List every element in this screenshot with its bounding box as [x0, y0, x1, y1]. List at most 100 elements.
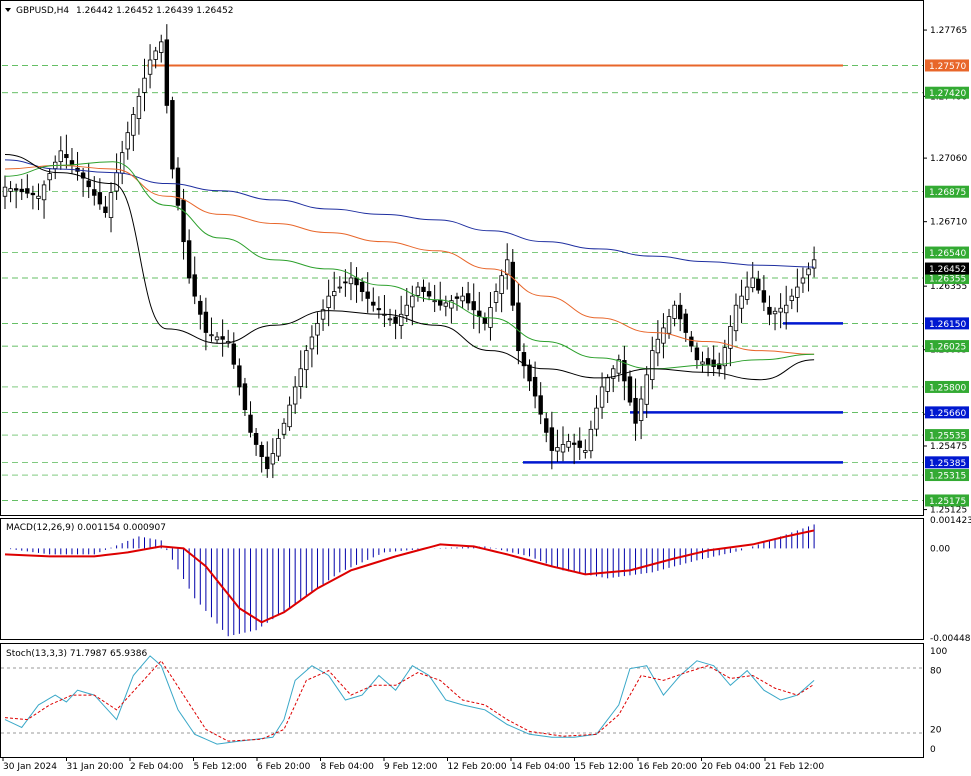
candle	[292, 376, 298, 414]
candle-body-bull	[583, 450, 588, 453]
candle	[655, 320, 661, 367]
candle	[103, 195, 108, 218]
candle-body-bull	[432, 300, 437, 303]
candle-body-bull	[733, 304, 739, 332]
ma-fast-line	[4, 153, 815, 381]
candle-body-bear	[92, 189, 97, 196]
candle	[371, 287, 376, 312]
candle	[722, 339, 728, 380]
candle	[761, 275, 767, 312]
candle	[521, 343, 527, 379]
candle-body-bear	[69, 160, 75, 165]
candle-body-bear	[242, 383, 248, 411]
candle-body-bear	[622, 360, 627, 382]
candle	[460, 286, 465, 309]
candle	[594, 395, 599, 437]
stoch-tick-label: 100	[930, 647, 947, 657]
level-tag-bg	[925, 380, 969, 393]
candle-body-bull	[298, 368, 303, 387]
candle	[259, 441, 264, 473]
candle-body-bear	[532, 376, 538, 397]
level-tag-label: 1.25315	[929, 472, 966, 482]
candle	[315, 312, 320, 355]
dropdown-triangle-icon[interactable]	[5, 8, 11, 12]
level-tag-bg	[925, 406, 969, 419]
time-tick-label: 30 Jan 2024	[3, 762, 57, 772]
candle	[772, 307, 778, 331]
ma-slow-line	[4, 164, 815, 355]
candle	[108, 182, 114, 233]
candle-body-bull	[410, 295, 415, 308]
candle-body-bull	[147, 59, 153, 75]
candle-body-bear	[694, 347, 700, 361]
candle	[616, 354, 621, 382]
candle-body-bull	[142, 77, 147, 93]
candle	[449, 294, 454, 324]
candle	[644, 366, 649, 418]
candle-body-bull	[638, 398, 644, 421]
candle-body-bull	[292, 386, 298, 405]
candle-body-bear	[756, 278, 761, 291]
price-tick-label: 1.27765	[930, 26, 967, 36]
candle	[426, 282, 432, 301]
candle-body-bear	[705, 358, 711, 365]
candle-body-bull	[214, 336, 220, 341]
candle-body-bear	[354, 277, 359, 286]
candle	[549, 411, 555, 470]
time-tick-label: 14 Feb 04:00	[511, 762, 570, 772]
candle-body-bull	[159, 41, 164, 53]
macd-tick-label: 0.00	[930, 544, 950, 554]
candle-body-bull	[209, 334, 214, 337]
candle	[733, 293, 739, 342]
candle	[571, 433, 577, 465]
candle-body-bear	[220, 336, 225, 340]
candle-body-bear	[465, 293, 471, 304]
candle	[705, 347, 711, 377]
candle-body-bull	[594, 407, 599, 430]
candle	[159, 34, 164, 63]
candle	[789, 288, 794, 310]
candle-body-bear	[510, 261, 515, 306]
candle	[454, 292, 460, 311]
ohlc-label: 1.26442 1.26452 1.26439 1.26452	[76, 6, 233, 16]
level-tag-bg	[925, 456, 969, 469]
price-tick-label: 1.27060	[930, 154, 967, 164]
candle	[432, 284, 437, 313]
candle-body-bull	[611, 368, 616, 379]
moving-averages	[4, 153, 815, 381]
macd-axis: 0.001423 0.00 -0.004489	[930, 516, 971, 644]
candle	[689, 331, 694, 353]
stoch-title: Stoch(13,3,3) 71.7987 65.9386	[6, 649, 147, 659]
candle-body-bull	[795, 286, 800, 298]
candle	[633, 378, 638, 441]
level-tag-label: 1.26875	[929, 188, 966, 198]
candle-body-bear	[371, 301, 376, 306]
candle-body-bear	[192, 274, 197, 297]
price-panel: 1.277651.274001.270601.267101.263551.260…	[0, 0, 969, 516]
candle-body-bear	[198, 300, 203, 315]
candle	[276, 428, 281, 461]
candle	[58, 136, 63, 170]
candle-body-bull	[36, 195, 41, 199]
candle-body-bear	[571, 442, 577, 445]
candle	[320, 299, 326, 331]
candle-body-bear	[717, 363, 722, 370]
candle-body-bull	[404, 304, 409, 316]
candle-body-bull	[320, 309, 326, 320]
level-tag-label: 1.25800	[929, 383, 966, 393]
candle	[744, 271, 750, 305]
level-tag-bg	[925, 469, 969, 482]
candle-body-bear	[265, 456, 270, 470]
candle-body-bull	[811, 259, 817, 269]
candle	[661, 313, 666, 359]
candle	[309, 325, 315, 368]
candle	[560, 426, 566, 462]
candle	[510, 249, 515, 312]
candle	[700, 351, 705, 373]
candle-body-bear	[633, 397, 638, 424]
price-tick-label: 1.26355	[930, 282, 967, 292]
candle-body-bull	[605, 377, 610, 392]
stoch-tick-label: 0	[930, 745, 936, 755]
candle-body-bull	[560, 444, 566, 453]
candle-body-bull	[744, 286, 750, 300]
